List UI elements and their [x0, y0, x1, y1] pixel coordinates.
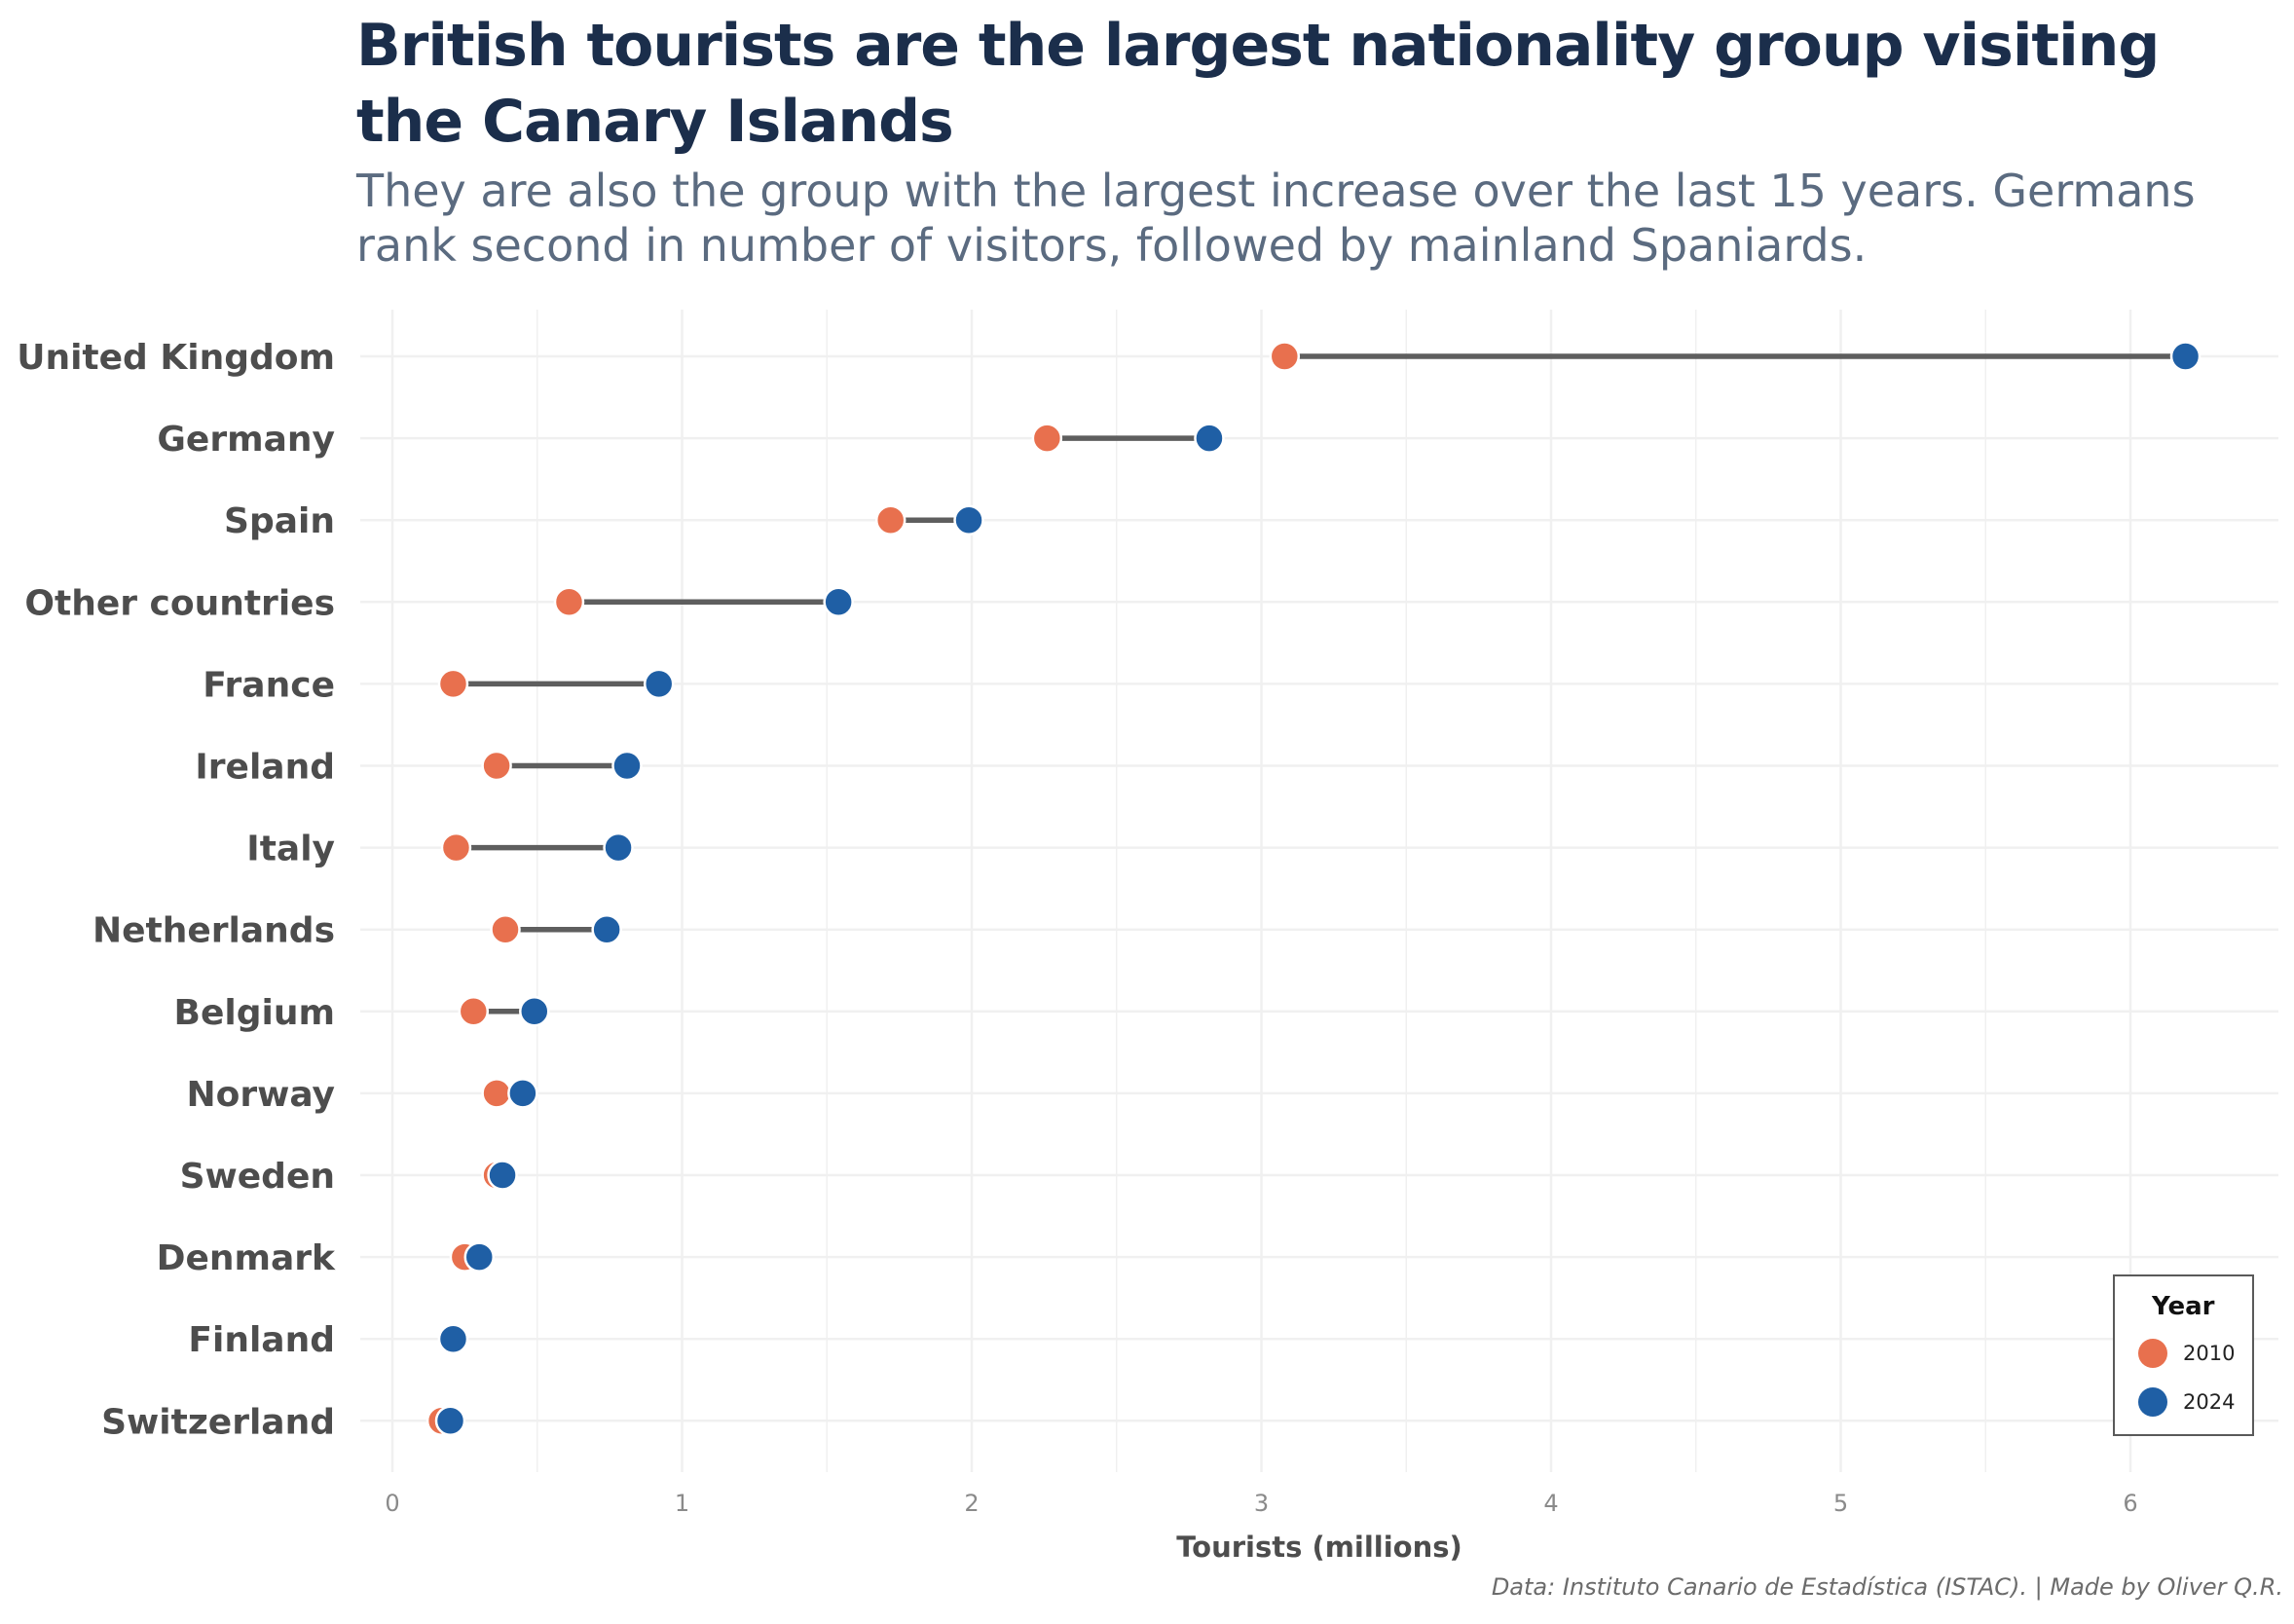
chart-title: British tourists are the largest nationa…	[356, 12, 2160, 156]
legend-item-2010: 2010	[2138, 1337, 2235, 1370]
y-tick-label: Netherlands	[92, 911, 335, 951]
point-2024	[611, 750, 643, 782]
x-tick-label: 0	[385, 1490, 399, 1517]
point-2010	[874, 504, 906, 535]
y-tick-label: Ireland	[195, 748, 335, 788]
y-tick-label: Other countries	[24, 583, 335, 623]
y-tick-label: Italy	[246, 830, 335, 869]
x-tick-label: 4	[1543, 1490, 1558, 1517]
x-tick-label: 5	[1833, 1490, 1848, 1517]
point-2010	[1269, 341, 1301, 372]
point-2010	[481, 750, 512, 782]
y-tick-label: Finland	[188, 1320, 335, 1360]
y-tick-label: Norway	[186, 1075, 335, 1115]
legend-swatch-2010	[2138, 1339, 2167, 1368]
x-tick-label: 1	[675, 1490, 689, 1517]
x-tick-label: 3	[1254, 1490, 1269, 1517]
point-2024	[823, 586, 854, 618]
point-2010	[440, 831, 472, 864]
point-2024	[591, 913, 622, 945]
point-2010	[490, 913, 521, 945]
point-2024	[507, 1078, 538, 1109]
x-tick-label: 2	[964, 1490, 979, 1517]
y-tick-label: Germany	[157, 420, 335, 460]
legend-label-2010: 2010	[2183, 1342, 2236, 1365]
y-tick-label: Spain	[224, 501, 335, 541]
point-2024	[519, 996, 550, 1027]
legend-label-2024: 2024	[2183, 1390, 2236, 1414]
y-tick-label: Belgium	[174, 993, 335, 1033]
chart-subtitle: They are also the group with the largest…	[356, 165, 2196, 272]
point-2024	[437, 1323, 469, 1354]
point-2024	[953, 504, 984, 535]
y-tick-label: France	[203, 665, 335, 705]
y-tick-label: Sweden	[180, 1157, 335, 1197]
point-2024	[643, 668, 675, 700]
legend-title: Year	[2152, 1292, 2215, 1321]
year-legend: Year 2010 2024	[2113, 1274, 2254, 1436]
point-2010	[553, 586, 585, 618]
legend-item-2024: 2024	[2138, 1385, 2235, 1419]
point-2024	[463, 1241, 495, 1273]
point-2024	[2169, 341, 2202, 372]
point-2010	[458, 996, 490, 1027]
point-2010	[437, 668, 469, 700]
point-2024	[487, 1160, 518, 1191]
legend-swatch-2024	[2138, 1387, 2167, 1417]
x-tick-label: 6	[2123, 1490, 2137, 1517]
point-2024	[1194, 423, 1225, 454]
point-2010	[1031, 423, 1063, 454]
y-tick-label: Denmark	[157, 1238, 336, 1278]
y-tick-label: United Kingdom	[17, 338, 335, 378]
point-2024	[603, 831, 634, 864]
x-axis-title: Tourists (millions)	[1176, 1531, 1462, 1564]
point-2024	[434, 1405, 466, 1437]
source-caption: Data: Instituto Canario de Estadística (…	[1491, 1573, 2283, 1601]
y-tick-label: Switzerland	[101, 1402, 335, 1442]
point-2010	[481, 1078, 512, 1109]
